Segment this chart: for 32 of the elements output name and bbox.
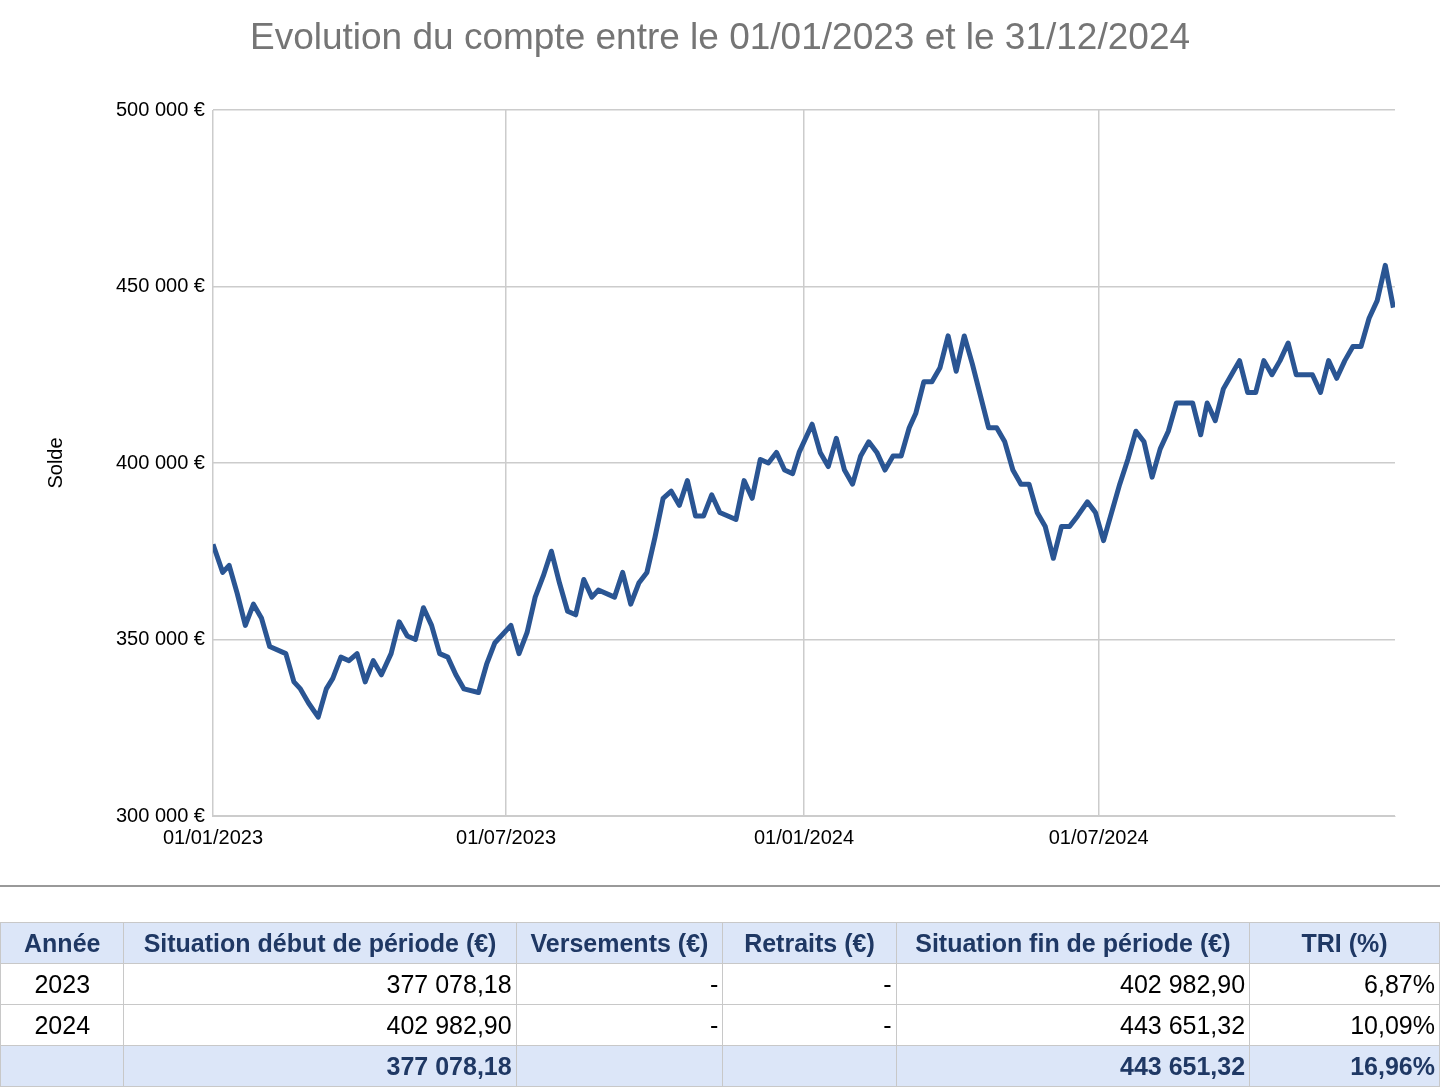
text: - [722,963,897,1005]
text: 2023 [0,963,124,1005]
text: Année [0,922,124,964]
y-tick-label: 450 000 € [115,274,205,297]
y-tick-label: 300 000 € [115,803,205,826]
text: 2024 [0,1004,124,1046]
text: 443 651,32 [896,1004,1250,1046]
chart-title: Evolution du compte entre le 01/01/2023 et le 31/12/2024 [248,16,1192,58]
x-tick-label: 01/01/2024 [753,825,855,848]
text: 377 078,18 [123,1045,517,1087]
text: TRI (%) [1249,922,1440,964]
text: - [516,963,723,1005]
text: Retraits (€) [722,922,897,964]
x-tick-label: 01/07/2023 [456,825,557,848]
text: Versements (€) [516,922,723,964]
text: 10,09% [1249,1004,1440,1046]
text: - [722,1004,897,1046]
text: 402 982,90 [896,963,1250,1005]
text: 16,96% [1249,1045,1440,1087]
text: Situation fin de période (€) [896,922,1250,964]
text: 443 651,32 [896,1045,1250,1087]
text: - [516,1004,723,1046]
text: 6,87% [1249,963,1440,1005]
y-axis-title: Solde [43,437,66,489]
y-tick-label: 500 000 € [115,97,205,120]
text: Situation début de période (€) [123,922,517,964]
x-tick-label: 01/07/2024 [1048,825,1149,848]
text: 402 982,90 [123,1004,517,1046]
text: 377 078,18 [123,963,517,1005]
x-tick-label: 01/01/2023 [162,825,264,848]
y-tick-label: 400 000 € [115,450,205,473]
y-tick-label: 350 000 € [115,627,205,650]
